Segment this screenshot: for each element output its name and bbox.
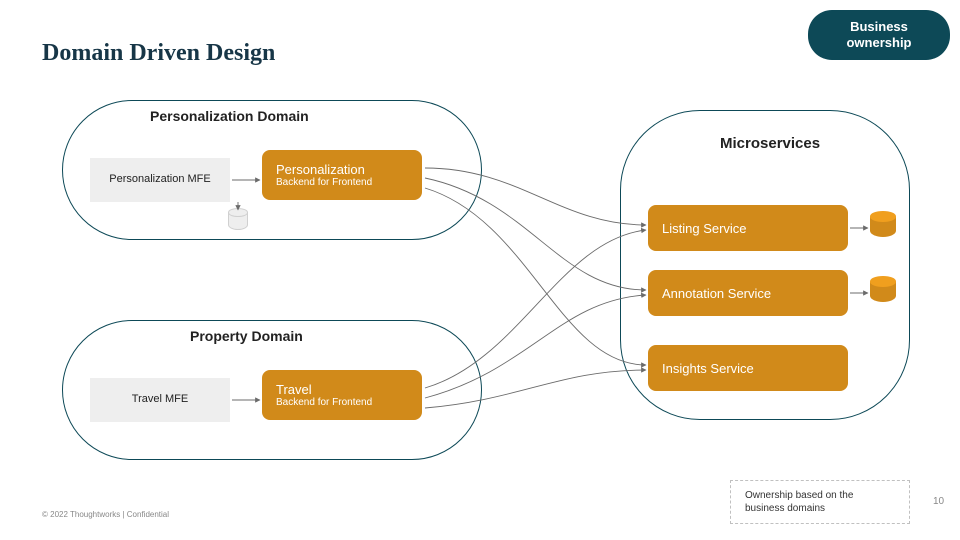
svc-listing: Listing Service xyxy=(648,205,848,251)
domain-property-title: Property Domain xyxy=(190,328,303,344)
bff-personalization-sub: Backend for Frontend xyxy=(276,177,422,188)
domain-personalization-title: Personalization Domain xyxy=(150,108,309,124)
svc-annotation: Annotation Service xyxy=(648,270,848,316)
footer-copyright: © 2022 Thoughtworks | Confidential xyxy=(42,510,169,519)
mfe-travel: Travel MFE xyxy=(90,378,230,422)
page-number: 10 xyxy=(933,496,944,507)
microservices-title: Microservices xyxy=(720,135,820,152)
badge-business-ownership: Business ownership xyxy=(808,10,950,60)
svc-insights: Insights Service xyxy=(648,345,848,391)
bff-personalization: Personalization Backend for Frontend xyxy=(262,150,422,200)
page-title: Domain Driven Design xyxy=(42,40,275,67)
bff-travel: Travel Backend for Frontend xyxy=(262,370,422,420)
mfe-personalization: Personalization MFE xyxy=(90,158,230,202)
caption-ownership: Ownership based on the business domains xyxy=(730,480,910,524)
db-annotation-icon xyxy=(870,279,896,305)
bff-travel-sub: Backend for Frontend xyxy=(276,397,422,408)
db-small-icon xyxy=(228,210,248,232)
db-listing-icon xyxy=(870,214,896,240)
bff-travel-title: Travel xyxy=(276,382,422,397)
bff-personalization-title: Personalization xyxy=(276,162,422,177)
